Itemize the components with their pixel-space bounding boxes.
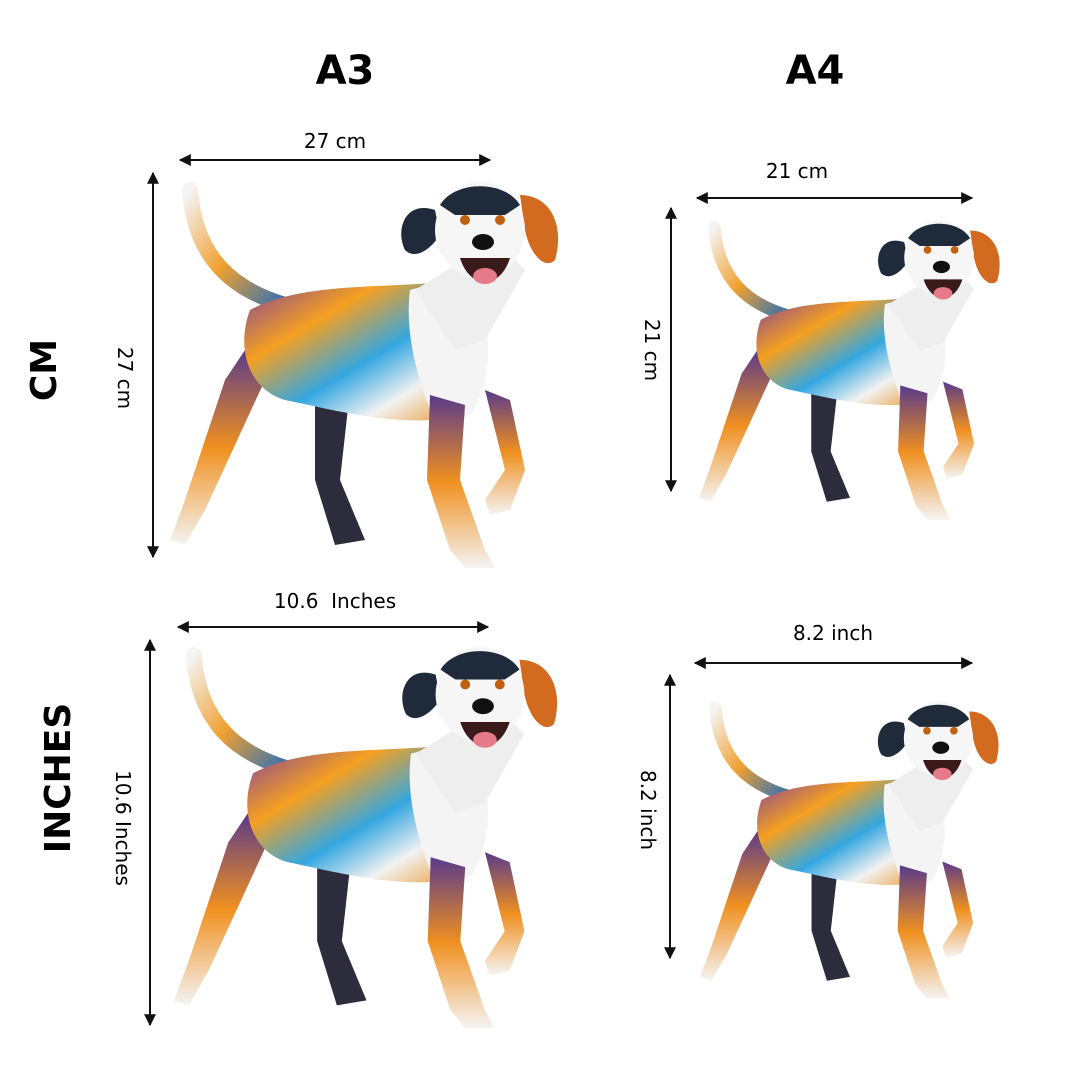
column-header: A3: [316, 48, 375, 94]
dog-illustration: [699, 220, 1000, 519]
height-label: 8.2 inch: [636, 770, 660, 850]
row-label: INCHES: [38, 703, 79, 854]
height-label: 27 cm: [113, 347, 137, 409]
width-label: 27 cm: [304, 129, 366, 153]
width-label: 8.2 inch: [793, 621, 873, 645]
height-label: 10.6 Inches: [111, 770, 135, 886]
width-label: 21 cm: [766, 159, 828, 183]
column-header: A4: [786, 48, 845, 94]
dog-illustration: [170, 182, 558, 568]
height-label: 21 cm: [640, 319, 664, 381]
dog-illustration: [700, 702, 999, 999]
dog-illustration: [174, 647, 557, 1028]
width-label: 10.6 Inches: [274, 589, 396, 613]
row-label: CM: [24, 339, 65, 401]
